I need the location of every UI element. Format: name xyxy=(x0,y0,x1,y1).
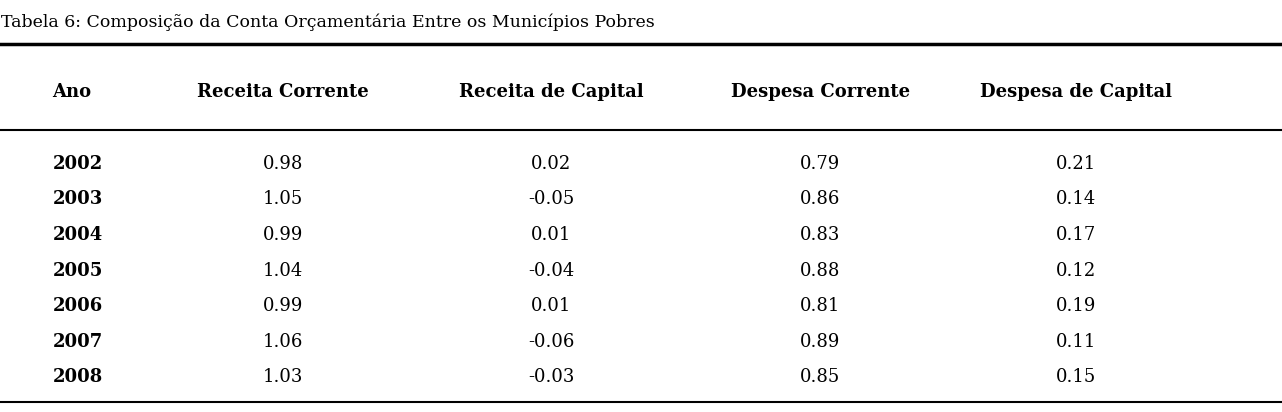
Text: 1.04: 1.04 xyxy=(263,262,303,280)
Text: 2002: 2002 xyxy=(53,155,103,173)
Text: 0.14: 0.14 xyxy=(1056,190,1096,208)
Text: 0.86: 0.86 xyxy=(800,190,840,208)
Text: 0.79: 0.79 xyxy=(800,155,840,173)
Text: 2008: 2008 xyxy=(53,368,103,386)
Text: Receita Corrente: Receita Corrente xyxy=(197,83,369,101)
Text: -0.06: -0.06 xyxy=(528,333,574,351)
Text: 1.06: 1.06 xyxy=(263,333,303,351)
Text: 0.88: 0.88 xyxy=(800,262,840,280)
Text: Ano: Ano xyxy=(53,83,92,101)
Text: 0.17: 0.17 xyxy=(1056,226,1096,244)
Text: 0.01: 0.01 xyxy=(531,226,572,244)
Text: 2004: 2004 xyxy=(53,226,103,244)
Text: -0.05: -0.05 xyxy=(528,190,574,208)
Text: 0.21: 0.21 xyxy=(1056,155,1096,173)
Text: 0.81: 0.81 xyxy=(800,297,840,315)
Text: 0.11: 0.11 xyxy=(1056,333,1096,351)
Text: 2003: 2003 xyxy=(53,190,103,208)
Text: 2005: 2005 xyxy=(53,262,103,280)
Text: Tabela 6: Composição da Conta Orçamentária Entre os Municípios Pobres: Tabela 6: Composição da Conta Orçamentár… xyxy=(1,14,655,31)
Text: Despesa Corrente: Despesa Corrente xyxy=(731,83,910,101)
Text: -0.03: -0.03 xyxy=(528,368,574,386)
Text: 0.83: 0.83 xyxy=(800,226,840,244)
Text: 0.01: 0.01 xyxy=(531,297,572,315)
Text: 0.19: 0.19 xyxy=(1056,297,1096,315)
Text: 0.99: 0.99 xyxy=(263,226,303,244)
Text: 1.03: 1.03 xyxy=(263,368,303,386)
Text: 2006: 2006 xyxy=(53,297,103,315)
Text: 0.99: 0.99 xyxy=(263,297,303,315)
Text: -0.04: -0.04 xyxy=(528,262,574,280)
Text: Despesa de Capital: Despesa de Capital xyxy=(979,83,1172,101)
Text: 0.85: 0.85 xyxy=(800,368,840,386)
Text: 1.05: 1.05 xyxy=(263,190,303,208)
Text: 2007: 2007 xyxy=(53,333,103,351)
Text: Receita de Capital: Receita de Capital xyxy=(459,83,644,101)
Text: 0.98: 0.98 xyxy=(263,155,303,173)
Text: 0.15: 0.15 xyxy=(1056,368,1096,386)
Text: 0.02: 0.02 xyxy=(531,155,572,173)
Text: 0.12: 0.12 xyxy=(1056,262,1096,280)
Text: 0.89: 0.89 xyxy=(800,333,840,351)
